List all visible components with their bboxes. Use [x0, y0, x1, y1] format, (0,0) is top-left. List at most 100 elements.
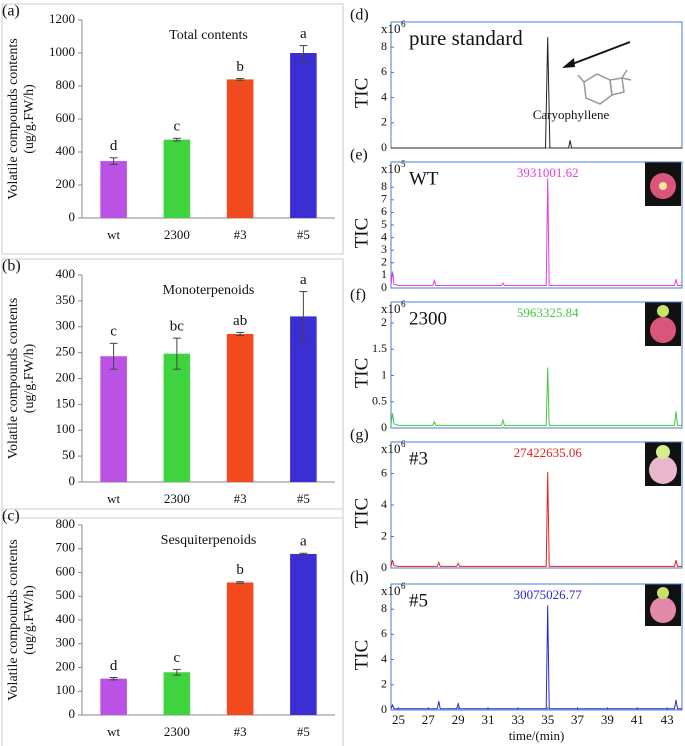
y-tick-label: 0 [69, 473, 76, 488]
trace [391, 37, 682, 149]
significance-label: bc [170, 319, 185, 335]
y-tick-label: 800 [56, 77, 76, 92]
y-tick-label: 0 [69, 209, 76, 224]
chart-frame [1, 258, 344, 519]
x-tick-label: 25 [392, 712, 405, 727]
y-tick-label: 0.5 [372, 394, 387, 408]
trace [390, 471, 682, 567]
y-tick-label: 2 [381, 528, 387, 542]
bar [100, 356, 127, 482]
y-tick-label: 100 [56, 421, 76, 436]
y-tick-label: 8 [381, 39, 387, 53]
bar [100, 678, 127, 715]
y-axis-label: TIC [351, 358, 372, 389]
y-tick-label: 200 [56, 369, 76, 384]
peak-area-label: 5963325.84 [517, 305, 579, 320]
x-tick-label: #5 [297, 227, 310, 242]
y-tick-label: 1 [381, 367, 387, 381]
bar [290, 53, 317, 218]
significance-label: a [300, 272, 307, 288]
panel-title: 2300 [409, 308, 447, 329]
y-tick-label: 600 [56, 563, 76, 578]
y-tick-label: 0 [381, 140, 387, 154]
x-tick-label: 39 [601, 712, 614, 727]
x-tick-label: #3 [234, 724, 247, 739]
significance-label: ab [233, 313, 247, 329]
y-tick-label: 300 [56, 635, 76, 650]
y-axis-label: TIC [351, 640, 372, 671]
significance-label: b [236, 562, 244, 578]
y-tick-label: 6 [381, 64, 387, 78]
scale-label: x10 [381, 21, 401, 36]
panel-title: pure standard [409, 26, 523, 50]
y-tick-label: 250 [56, 344, 76, 359]
significance-label: b [236, 59, 244, 75]
chart-title: Total contents [169, 28, 248, 43]
x-tick-label: #5 [297, 724, 310, 739]
y-tick-label: 4 [381, 89, 387, 103]
significance-label: a [300, 534, 307, 550]
bar [163, 672, 191, 715]
bar [226, 582, 254, 715]
arrow [566, 41, 631, 67]
bar [290, 316, 317, 482]
significance-label: d [110, 138, 118, 154]
y-tick-label: 2 [381, 255, 387, 269]
x-tick-label: 33 [511, 712, 524, 727]
y-tick-label: 300 [56, 318, 76, 333]
panel-label: (h) [350, 569, 369, 586]
panel-title: #5 [409, 590, 428, 611]
x-tick-label: 31 [482, 712, 495, 727]
x-tick-label: 27 [422, 712, 436, 727]
flower-icons [645, 162, 681, 626]
panel-label: (d) [350, 7, 369, 24]
x-tick-label: 2300 [164, 724, 190, 739]
x-axis-label: time/(min) [509, 728, 565, 743]
y-tick-label: 3 [381, 242, 387, 256]
y-tick-label: 1 [381, 267, 387, 281]
x-tick-label: 29 [452, 712, 465, 727]
y-tick-label: 6 [381, 204, 387, 218]
trace [390, 178, 682, 286]
scale-exponent: 6 [401, 581, 406, 591]
y-axis-label: Volatile compounds contents [6, 298, 21, 460]
y-axis-label: Volatile compounds contents [6, 539, 21, 701]
x-tick-label: 37 [571, 712, 585, 727]
y-tick-label: 6 [381, 465, 387, 479]
y-axis-label: TIC [351, 78, 372, 109]
panel-label: (c) [2, 508, 20, 525]
y-tick-label: 4 [381, 497, 387, 511]
plot-frame [390, 301, 683, 429]
y-axis-label: (ug/g.FW/h) [22, 585, 37, 655]
scale-label: x10 [381, 441, 401, 456]
x-tick-label: 43 [661, 712, 674, 727]
y-tick-label: 0 [381, 560, 387, 574]
peak-area-label: 3931001.62 [517, 165, 579, 180]
molecule [577, 69, 632, 105]
x-tick-label: wt [107, 227, 120, 242]
compound-label: Caryophyllene [533, 107, 610, 122]
chart-title: Monoterpenoids [163, 283, 255, 298]
y-axis-label: Volatile compounds contents [6, 38, 21, 200]
y-tick-label: 400 [56, 611, 76, 626]
bar [100, 161, 127, 218]
y-tick-label: 5 [381, 217, 387, 231]
y-tick-label: 200 [56, 658, 76, 673]
y-tick-label: 0 [381, 420, 387, 434]
y-tick-label: 2 [381, 115, 387, 129]
y-tick-label: 2 [381, 677, 387, 691]
significance-label: c [174, 119, 181, 135]
peak-area-label: 30075026.77 [514, 587, 583, 602]
y-axis-label: (ug/g.FW/h) [22, 84, 37, 154]
y-tick-label: 0 [381, 280, 387, 294]
y-tick-label: 200 [56, 176, 76, 191]
y-tick-label: 350 [56, 292, 76, 307]
panel-title: #3 [409, 448, 428, 469]
y-tick-label: 0 [69, 706, 76, 721]
y-tick-label: 800 [56, 516, 76, 531]
y-tick-label: 8 [381, 601, 387, 615]
scale-label: x10 [381, 583, 401, 598]
y-tick-label: 700 [56, 540, 76, 555]
